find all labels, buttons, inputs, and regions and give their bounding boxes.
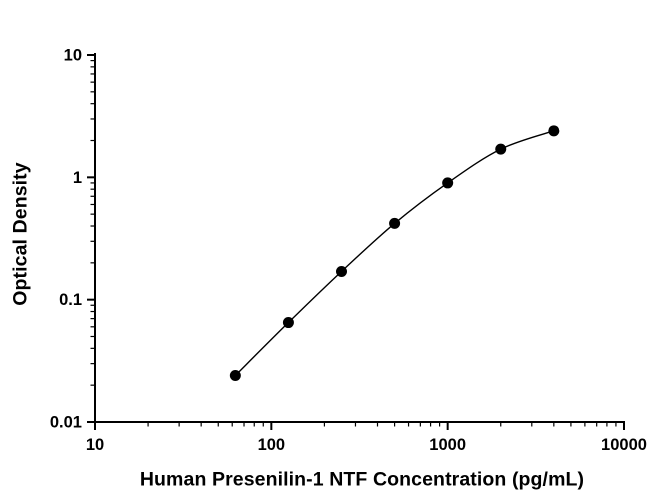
y-axis-title: Optical Density (9, 162, 32, 306)
x-tick-label: 10000 (601, 436, 647, 454)
y-tick-label: 0.1 (59, 291, 82, 309)
data-point (389, 217, 401, 229)
x-axis-title: Human Presenilin-1 NTF Concentration (pg… (139, 468, 585, 491)
x-tick-label: 10 (86, 436, 104, 454)
x-tick-label: 100 (258, 436, 286, 454)
data-point (229, 369, 241, 381)
data-point (442, 177, 454, 189)
data-point (495, 143, 507, 155)
x-tick-label: 1000 (429, 436, 466, 454)
y-tick-label: 0.01 (50, 414, 82, 432)
y-tick-label: 1 (73, 169, 82, 187)
axes (94, 53, 625, 423)
data-point (282, 317, 294, 329)
data-point (336, 265, 347, 277)
y-tick-label: 10 (64, 47, 82, 65)
curve-line (234, 130, 555, 376)
data-point (548, 125, 560, 137)
